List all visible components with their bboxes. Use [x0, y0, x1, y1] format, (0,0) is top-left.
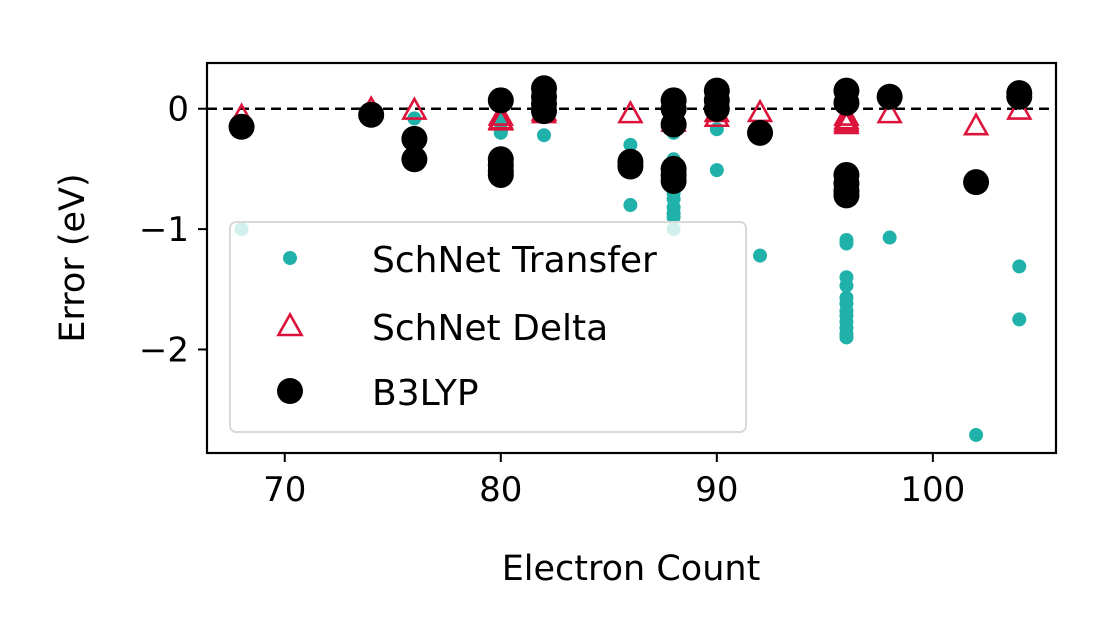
data-point — [876, 99, 903, 124]
data-point — [617, 99, 644, 124]
x-tick-label: 90 — [695, 470, 738, 510]
data-point — [487, 107, 515, 131]
data-point — [833, 102, 860, 126]
legend-box — [229, 221, 747, 433]
x-tick-label: 100 — [900, 470, 965, 510]
data-point — [969, 427, 984, 442]
data-point — [833, 182, 860, 209]
y-axis: 0 −1 −2 — [139, 90, 207, 370]
data-point — [1012, 312, 1027, 327]
data-point — [709, 163, 724, 178]
legend-label: SchNet Delta — [372, 308, 608, 349]
data-point — [623, 198, 638, 213]
x-axis-title: Electron Count — [502, 549, 761, 589]
data-point — [839, 330, 854, 345]
data-point — [1012, 259, 1027, 274]
data-point — [401, 125, 428, 152]
y-axis-title: Error (eV) — [53, 173, 93, 342]
legend-marker — [276, 311, 304, 337]
legend: SchNet Transfer SchNet Delta B3LYP — [229, 221, 747, 433]
data-point — [358, 101, 385, 128]
data-point — [487, 161, 514, 188]
data-point — [666, 210, 681, 225]
series-b3lyp — [228, 75, 1033, 209]
data-point — [839, 278, 854, 293]
legend-label: SchNet Transfer — [372, 240, 657, 281]
y-tick-label: −1 — [139, 210, 189, 250]
y-tick-label: 0 — [167, 90, 189, 130]
x-tick-label: 70 — [263, 470, 306, 510]
data-point — [660, 167, 687, 194]
data-point — [401, 146, 428, 173]
data-point — [703, 95, 730, 122]
data-point — [962, 111, 990, 136]
data-point — [747, 119, 774, 146]
plot-frame — [205, 61, 1058, 455]
data-point — [487, 87, 514, 114]
data-point — [660, 111, 687, 138]
data-point — [228, 113, 255, 140]
data-point — [617, 153, 644, 180]
data-point — [487, 102, 515, 126]
legend-label: B3LYP — [372, 373, 479, 414]
series-layer — [228, 75, 1033, 442]
data-point — [876, 83, 903, 110]
data-point — [753, 248, 768, 263]
legend-marker — [277, 378, 303, 404]
x-tick-label: 80 — [479, 470, 522, 510]
data-point — [839, 236, 854, 251]
legend-marker — [283, 251, 297, 265]
data-point — [531, 98, 558, 125]
data-point — [401, 96, 428, 120]
data-point — [833, 89, 860, 116]
data-point — [833, 110, 860, 135]
data-point — [537, 128, 552, 143]
y-tick-label: −2 — [139, 330, 189, 370]
data-point — [623, 137, 638, 152]
x-axis: 70 80 90 100 — [263, 453, 965, 510]
data-point — [963, 169, 990, 196]
data-point — [882, 230, 897, 245]
legend-items: SchNet Transfer SchNet Delta B3LYP — [276, 240, 657, 414]
data-point — [1006, 96, 1033, 120]
data-point — [1006, 83, 1033, 110]
